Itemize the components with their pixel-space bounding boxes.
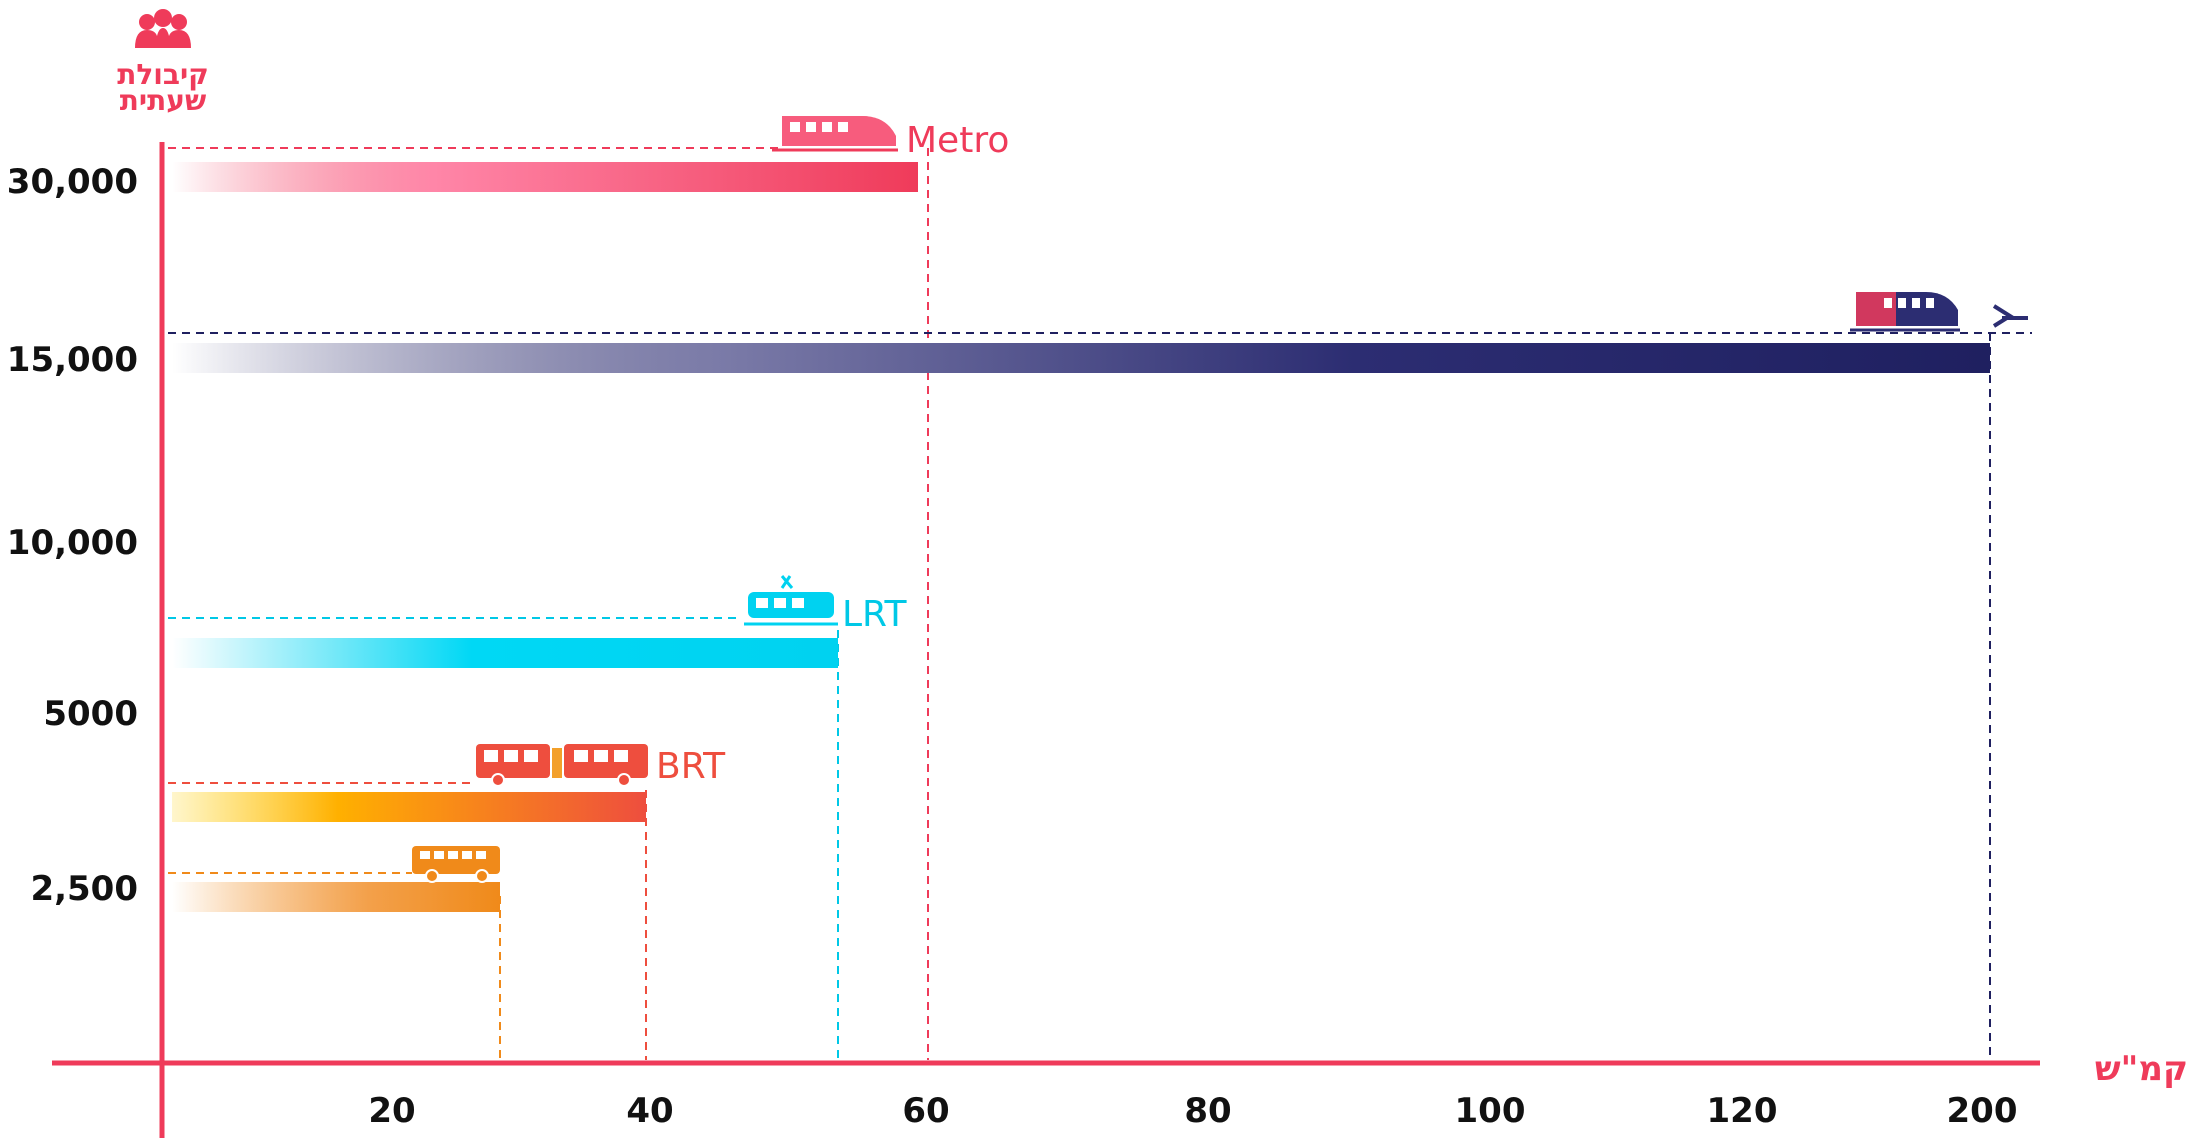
- x-tick-100: 100: [1455, 1091, 1526, 1131]
- series-brt: BRT: [168, 744, 726, 1060]
- light-rail-icon: [744, 575, 838, 626]
- rail-bar: [172, 343, 1990, 373]
- articulated-bus-icon: [476, 744, 648, 787]
- brt-label: BRT: [656, 746, 726, 787]
- metro-train-icon: [772, 116, 898, 152]
- metro-bar: [172, 162, 918, 192]
- x-tick-20: 20: [368, 1091, 415, 1131]
- lrt-label: LRT: [842, 594, 907, 635]
- y-tick-5000: 5000: [43, 694, 138, 734]
- y-axis-title-line2: שעתית: [120, 84, 206, 117]
- series-metro: Metro: [168, 116, 1009, 1060]
- people-icon: [135, 9, 191, 48]
- brt-bar: [172, 792, 646, 822]
- x-tick-60: 60: [902, 1091, 949, 1131]
- x-tick-200: 200: [1947, 1091, 2018, 1131]
- israel-railways-train-icon: [1850, 292, 2028, 332]
- y-tick-2500: 2,500: [30, 869, 138, 909]
- metro-label: Metro: [906, 120, 1009, 161]
- y-tick-30000: 30,000: [7, 162, 138, 202]
- x-axis-title: קמ"ש: [2095, 1049, 2188, 1089]
- y-tick-15000: 15,000: [7, 340, 138, 380]
- bus-bar: [172, 882, 500, 912]
- x-tick-120: 120: [1707, 1091, 1778, 1131]
- lrt-bar: [172, 638, 838, 668]
- series-rail: [168, 292, 2032, 1060]
- x-tick-80: 80: [1184, 1091, 1231, 1131]
- bus-icon: [412, 846, 500, 883]
- y-axis-title-line1: קיבולת: [117, 58, 209, 91]
- series-lrt: LRT: [168, 575, 907, 1060]
- y-tick-10000: 10,000: [7, 523, 138, 563]
- series-bus: [168, 846, 501, 1060]
- x-tick-40: 40: [626, 1091, 673, 1131]
